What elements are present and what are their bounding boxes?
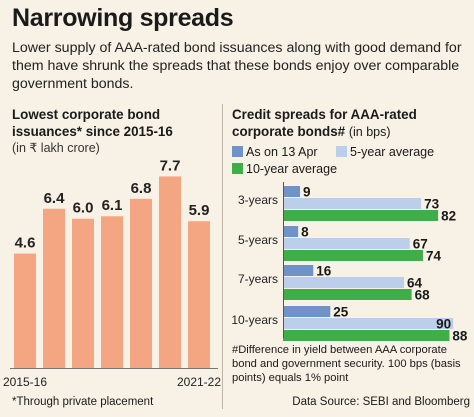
bar-value-label: 5.9 (189, 202, 210, 219)
bar-value-label: 16 (316, 264, 332, 279)
legend-label-current: As on 13 Apr (246, 145, 318, 159)
category-label: 7-years (238, 272, 278, 286)
category-label: 10-years (231, 313, 278, 327)
bar-value-label: 4.6 (15, 235, 36, 252)
bar-value-label: 74 (426, 249, 442, 264)
right-footnote: #Difference in yield between AAA corpora… (232, 344, 461, 384)
bar-value-label: 64 (407, 276, 423, 291)
bar-5-years-5yr-avg (283, 238, 410, 249)
legend-item-current: As on 13 Apr (232, 145, 318, 159)
bar-2021-22 (188, 221, 210, 368)
data-source: Data Source: SEBI and Bloomberg (292, 396, 470, 408)
bar-value-label: 6.4 (44, 190, 66, 207)
right-chart-title: Credit spreads for AAA-rated corporate b… (232, 106, 470, 141)
x-tick-label-first: 2015-16 (3, 375, 47, 389)
left-footnote: *Through private placement (12, 396, 154, 408)
bar-7-years-current (283, 265, 314, 276)
legend-item-10yr: 10-year average (232, 162, 337, 176)
bar-value-label: 6.1 (102, 197, 123, 214)
right-chart-title-text: Credit spreads for AAA-rated corporate b… (232, 107, 417, 139)
bar-3-years-10yr-avg (283, 210, 439, 221)
legend-item-5yr: 5-year average (336, 145, 434, 159)
page-subtitle: Lower supply of AAA-rated bond issuances… (12, 40, 462, 92)
bar-value-label: 90 (436, 317, 451, 332)
legend-swatch-current (232, 146, 243, 157)
bar-5-years-current (283, 226, 299, 237)
bar-2015-16 (14, 253, 36, 368)
bar-2016-17 (43, 208, 65, 368)
legend-swatch-5yr (336, 146, 347, 157)
category-label: 5-years (238, 233, 278, 247)
bar-value-label: 9 (303, 185, 311, 200)
bar-10-years-current (283, 306, 331, 317)
left-chart-unit: (in ₹ lakh crore) (12, 141, 100, 155)
category-label: 3-years (238, 193, 278, 207)
right-chart-unit: (in bps) (348, 125, 391, 139)
left-chart-title: Lowest corporate bond issuances* since 2… (12, 107, 173, 139)
bar-3-years-current (283, 186, 301, 197)
bar-value-label: 73 (424, 197, 440, 212)
bar-value-label: 8 (301, 225, 309, 240)
panel-divider (222, 104, 223, 409)
bar-7-years-5yr-avg (283, 277, 405, 288)
x-tick-label-last: 2021-22 (177, 375, 221, 389)
bar-value-label: 7.7 (160, 157, 181, 174)
legend-swatch-10yr (232, 163, 243, 174)
bar-10-years-10yr-avg (283, 330, 450, 341)
bar-value-label: 6.0 (73, 200, 94, 217)
bar-value-label: 82 (441, 209, 456, 224)
bar-2017-18 (72, 218, 94, 368)
bar-3-years-5yr-avg (283, 198, 422, 209)
bar-value-label: 6.8 (131, 180, 152, 197)
legend-label-10yr: 10-year average (246, 162, 338, 176)
bar-7-years-10yr-avg (283, 289, 412, 300)
bar-value-label: 67 (413, 237, 428, 252)
legend-label-5yr: 5-year average (350, 145, 435, 159)
bar-2019-20 (130, 198, 152, 368)
bar-2018-19 (101, 216, 123, 368)
bar-value-label: 88 (452, 329, 468, 344)
bar-value-label: 25 (333, 305, 349, 320)
bar-5-years-10yr-avg (283, 250, 423, 261)
page-title: Narrowing spreads (12, 4, 234, 32)
bar-2020-21 (159, 176, 181, 368)
bar-10-years-5yr-avg (283, 318, 454, 329)
bar-value-label: 68 (415, 288, 431, 303)
